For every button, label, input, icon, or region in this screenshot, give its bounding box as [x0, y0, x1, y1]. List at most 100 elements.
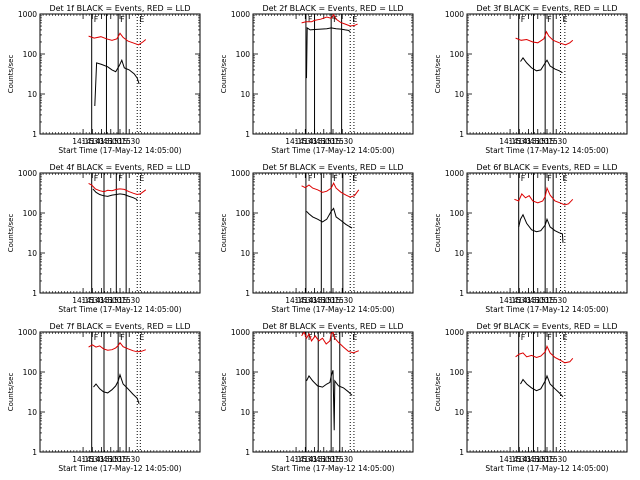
y-axis-label: Counts/sec	[220, 55, 228, 94]
x-tick-label: 15:15	[109, 455, 131, 464]
events-series-line	[94, 58, 140, 107]
x-tick-label: 15:15	[536, 137, 558, 146]
y-tick-label: 10	[454, 249, 464, 258]
x-axis-label: Start Time (17-May-12 14:05:00)	[485, 305, 608, 314]
x-tick-label: 14:30	[508, 296, 530, 305]
flag-label: F	[94, 333, 99, 342]
flag-label: E	[563, 333, 568, 342]
x-tick-label: 14:45	[91, 455, 113, 464]
y-axis-label: Counts/sec	[7, 214, 15, 253]
flag-label: F	[120, 333, 125, 342]
x-tick-label: 14:15	[499, 455, 521, 464]
y-tick-label: 10	[240, 90, 250, 99]
x-tick-label: 14:30	[508, 455, 530, 464]
x-tick-label: 15:00	[527, 455, 549, 464]
x-tick-label: 15:30	[545, 296, 567, 305]
x-tick-label: 14:45	[518, 296, 540, 305]
panel-det-4: Det 4f BLACK = Events, RED = LLD 1 10 100 10…	[7, 163, 201, 314]
x-tick-label: 15:15	[536, 455, 558, 464]
x-tick-label: 15:00	[313, 296, 335, 305]
events-series-line	[306, 207, 353, 229]
x-tick-label: 15:15	[322, 455, 344, 464]
x-tick-label: 14:45	[518, 137, 540, 146]
panel-title: Det 4f BLACK = Events, RED = LLD	[49, 163, 190, 172]
flag-label: F	[333, 15, 338, 24]
y-tick-label: 10	[27, 408, 37, 417]
lld-series-line	[88, 341, 146, 353]
panel-title: Det 3f BLACK = Events, RED = LLD	[476, 4, 617, 13]
x-tick-label: 14:45	[304, 137, 326, 146]
x-tick-label: 15:00	[100, 296, 122, 305]
y-tick-label: 1	[459, 448, 464, 457]
events-series-line	[520, 57, 563, 74]
y-tick-label: 10	[454, 90, 464, 99]
flag-label: F	[521, 174, 526, 183]
x-axis-label: Start Time (17-May-12 14:05:00)	[58, 305, 181, 314]
flag-label: F	[118, 174, 123, 183]
x-tick-label: 15:15	[322, 296, 344, 305]
x-tick-label: 14:15	[72, 137, 94, 146]
y-tick-label: 100	[23, 209, 38, 218]
y-tick-label: 10	[27, 90, 37, 99]
panel-det-2: Det 2f BLACK = Events, RED = LLD 1 10 100 10…	[220, 4, 414, 155]
x-tick-label: 15:30	[331, 296, 353, 305]
x-tick-label: 15:30	[118, 296, 140, 305]
flag-label: E	[139, 333, 144, 342]
x-tick-label: 14:15	[72, 455, 94, 464]
x-tick-label: 14:45	[91, 296, 113, 305]
x-tick-label: 15:15	[536, 296, 558, 305]
x-tick-label: 14:30	[294, 137, 316, 146]
x-tick-label: 15:00	[527, 296, 549, 305]
y-tick-label: 100	[23, 368, 38, 377]
y-tick-label: 1	[245, 289, 250, 298]
flag-label: E	[352, 333, 357, 342]
x-tick-label: 15:30	[331, 137, 353, 146]
plot-frame	[466, 172, 628, 294]
y-tick-label: 1000	[445, 169, 464, 178]
flag-label: E	[563, 174, 568, 183]
y-tick-label: 10	[454, 408, 464, 417]
plot-frame	[39, 172, 201, 294]
x-tick-label: 14:45	[518, 455, 540, 464]
flag-label: F	[521, 15, 526, 24]
y-tick-label: 10	[27, 249, 37, 258]
x-tick-label: 14:15	[285, 137, 307, 146]
panel-title: Det 9f BLACK = Events, RED = LLD	[476, 322, 617, 331]
flag-label: F	[547, 333, 552, 342]
events-series-line	[518, 213, 564, 243]
y-tick-label: 1000	[18, 328, 37, 337]
y-tick-label: 1	[32, 130, 37, 139]
flag-label: F	[120, 15, 125, 24]
x-tick-label: 15:15	[109, 296, 131, 305]
x-tick-label: 15:30	[331, 455, 353, 464]
x-tick-label: 15:30	[545, 137, 567, 146]
flag-label: F	[94, 174, 99, 183]
x-tick-label: 14:15	[499, 296, 521, 305]
panel-title: Det 7f BLACK = Events, RED = LLD	[49, 322, 190, 331]
x-axis-label: Start Time (17-May-12 14:05:00)	[271, 305, 394, 314]
x-axis-label: Start Time (17-May-12 14:05:00)	[58, 146, 181, 155]
panel-det-5: Det 5f BLACK = Events, RED = LLD 1 10 100 10…	[220, 163, 414, 314]
plot-frame	[252, 172, 414, 294]
panel-det-8: Det 8f BLACK = Events, RED = LLD 1 10 100 10…	[220, 322, 414, 473]
x-tick-label: 14:30	[81, 296, 103, 305]
flag-label: E	[139, 174, 144, 183]
y-tick-label: 10	[240, 249, 250, 258]
panel-det-9: Det 9f BLACK = Events, RED = LLD 1 10 100 10…	[434, 322, 628, 473]
plot-frame	[466, 331, 628, 453]
panel-title: Det 5f BLACK = Events, RED = LLD	[262, 163, 403, 172]
lld-series-line	[88, 182, 147, 196]
flag-label: F	[547, 15, 552, 24]
flag-label: E	[352, 15, 357, 24]
panel-det-7: Det 7f BLACK = Events, RED = LLD 1 10 100 10…	[7, 322, 201, 473]
lld-series-line	[301, 14, 358, 27]
flag-label: E	[352, 174, 357, 183]
plot-frame	[252, 13, 414, 135]
y-axis-label: Counts/sec	[7, 55, 15, 94]
x-tick-label: 15:00	[527, 137, 549, 146]
panel-title: Det 8f BLACK = Events, RED = LLD	[262, 322, 403, 331]
events-series-line	[92, 188, 138, 202]
